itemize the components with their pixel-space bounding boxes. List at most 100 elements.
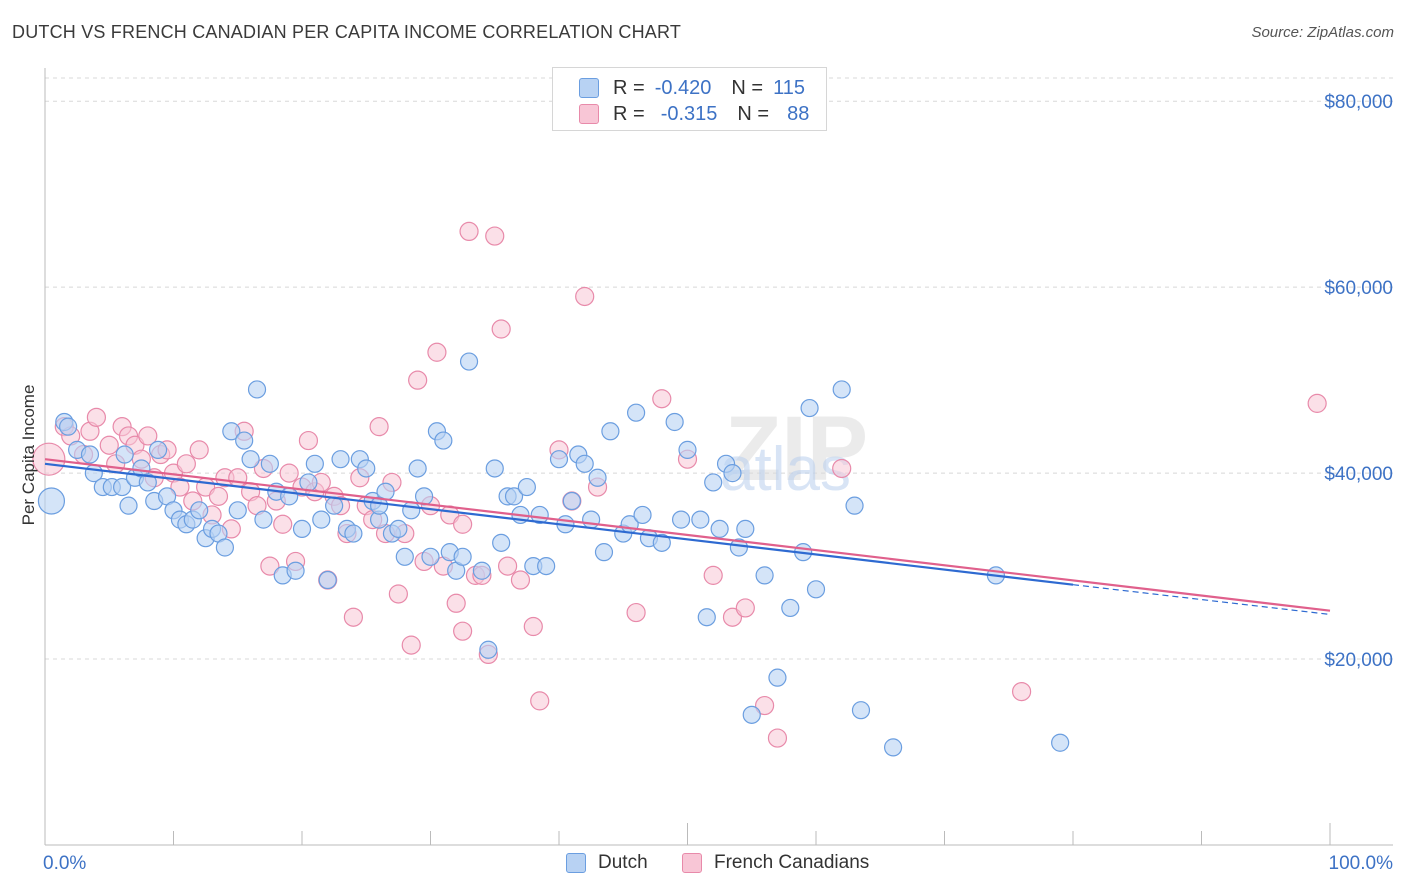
dutch-point — [312, 510, 331, 529]
dutch-point — [138, 473, 157, 492]
dutch-point — [331, 450, 350, 469]
y-tick-label-1: $40,000 — [1324, 464, 1393, 485]
bottom-legend-dutch: Dutch — [566, 852, 648, 874]
french-legend-label: French Canadians — [714, 852, 870, 873]
dutch-point — [241, 450, 260, 469]
french-point — [408, 370, 428, 390]
french-point — [459, 221, 479, 241]
dutch-point — [395, 547, 414, 566]
dutch-point — [59, 417, 78, 436]
dutch-point — [318, 570, 337, 590]
french-trend-line — [44, 458, 1331, 612]
dutch-point — [723, 464, 742, 483]
dutch-point — [697, 608, 716, 627]
french-point — [176, 454, 196, 474]
french-point — [427, 342, 447, 362]
french-point — [722, 607, 743, 627]
french-point — [170, 477, 190, 497]
french-point — [228, 468, 248, 488]
french-point — [279, 463, 299, 483]
french-point — [298, 430, 319, 451]
dutch-point — [492, 533, 511, 552]
dutch-point — [222, 422, 241, 441]
dutch-point — [190, 501, 209, 520]
french-point — [260, 556, 280, 576]
french-r-label: R = — [613, 102, 645, 125]
dutch-point — [305, 454, 324, 473]
french-point — [208, 486, 229, 506]
dutch-point — [453, 547, 472, 566]
dutch-point — [575, 454, 594, 473]
dutch-point — [845, 496, 864, 515]
dutch-trend-extension — [1072, 584, 1331, 616]
french-point — [273, 514, 293, 534]
dutch-point — [800, 398, 819, 418]
dutch-point — [286, 561, 305, 580]
dutch-point — [344, 524, 363, 543]
watermark-atlas: atlas — [720, 435, 851, 504]
correlation-legend: R = -0.420 N = 115 R = -0.315 N = 88 — [552, 67, 827, 131]
y-tick-label-3: $80,000 — [1324, 92, 1393, 113]
dutch-point — [479, 640, 498, 659]
dutch-points — [37, 352, 1070, 757]
legend-row-dutch: R = -0.420 N = 115 — [579, 76, 805, 100]
dutch-point — [119, 496, 138, 515]
dutch-point — [594, 543, 614, 562]
french-point — [491, 319, 511, 339]
dutch-point — [742, 705, 761, 724]
dutch-point — [254, 510, 273, 529]
y-tick-label-0: $20,000 — [1324, 650, 1393, 671]
legend-row-french: R = -0.315 N = 88 — [579, 102, 809, 126]
french-point — [832, 458, 852, 479]
french-point — [626, 602, 646, 623]
dutch-point — [485, 459, 504, 478]
dutch-point — [421, 547, 440, 566]
dutch-point — [472, 561, 491, 580]
dutch-trend-line — [44, 462, 1074, 586]
x-tick-label-1: 100.0% — [1329, 853, 1394, 874]
french-point — [189, 440, 209, 460]
dutch-r-value: -0.420 — [654, 76, 712, 99]
dutch-point — [228, 501, 247, 520]
french-legend-swatch — [682, 853, 702, 873]
dutch-point — [582, 510, 601, 529]
french-point — [754, 695, 775, 716]
dutch-point — [691, 510, 710, 529]
dutch-point — [370, 496, 389, 515]
source-credit: Source: ZipAtlas.com — [1251, 24, 1394, 41]
dutch-point — [408, 459, 427, 478]
french-point — [388, 584, 408, 604]
dutch-point — [652, 533, 671, 552]
dutch-point — [588, 468, 607, 487]
french-point — [453, 621, 473, 641]
dutch-point — [1051, 733, 1070, 752]
x-tick-label-0: 0.0% — [43, 853, 86, 874]
watermark-zip: ZIP — [725, 398, 868, 500]
french-point — [86, 407, 107, 427]
dutch-point — [148, 440, 168, 459]
dutch-point — [736, 519, 755, 539]
french-point — [369, 417, 389, 437]
dutch-point — [325, 496, 344, 515]
french-point — [735, 598, 755, 618]
dutch-point — [537, 556, 556, 576]
dutch-point — [112, 477, 132, 497]
dutch-point — [434, 431, 453, 450]
french-point — [575, 286, 595, 307]
dutch-point — [671, 510, 691, 529]
y-axis-label: Per Capita Income — [19, 385, 38, 526]
dutch-legend-label: Dutch — [598, 852, 648, 873]
dutch-n-label: N = — [731, 76, 764, 99]
dutch-point — [704, 473, 723, 492]
french-swatch — [579, 104, 599, 124]
dutch-point — [883, 738, 903, 757]
trend-lines — [44, 458, 1331, 616]
dutch-point — [402, 501, 421, 520]
french-point — [652, 389, 672, 409]
dutch-point — [768, 668, 787, 687]
dutch-point — [562, 491, 581, 511]
dutch-point — [633, 505, 652, 525]
dutch-r-label: R = — [613, 76, 645, 99]
y-tick-label-2: $60,000 — [1324, 278, 1393, 299]
french-n-value: 88 — [787, 102, 810, 125]
